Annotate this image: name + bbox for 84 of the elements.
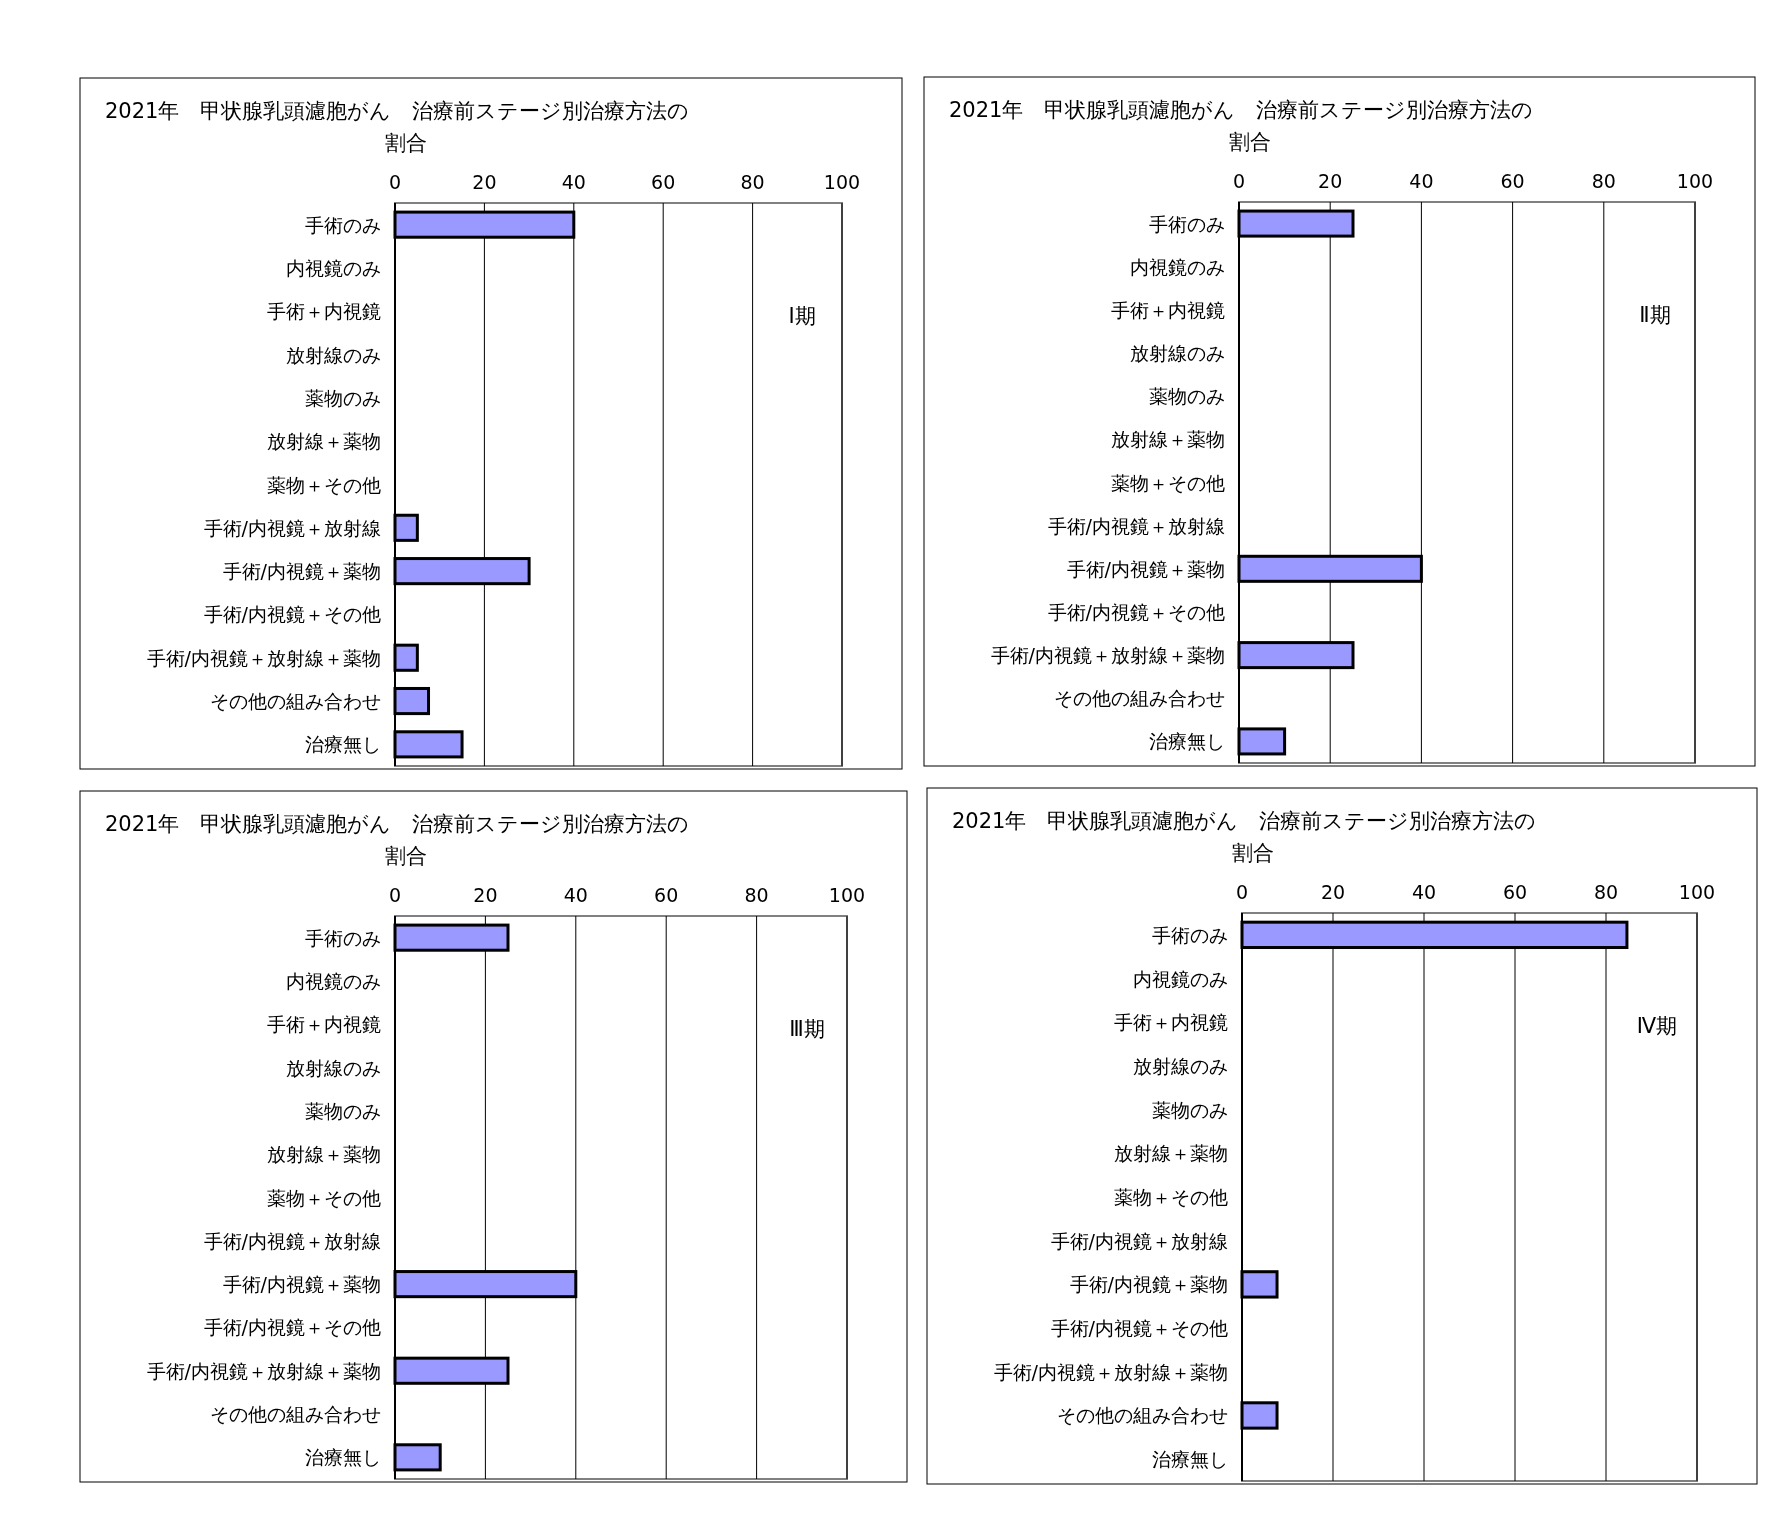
annotation: Ⅳ期 (1636, 1014, 1678, 1038)
y-tick-label: 手術/内視鏡＋その他 (1050, 1317, 1228, 1340)
x-tick-label: 100 (1678, 881, 1716, 903)
y-tick-label: 手術/内視鏡＋その他 (203, 603, 381, 626)
y-tick-label: 放射線＋薬物 (267, 1143, 381, 1166)
x-tick-label: 100 (1676, 170, 1714, 192)
y-tick-label: 手術/内視鏡＋放射線＋薬物 (993, 1360, 1228, 1383)
y-tick-label: 手術＋内視鏡 (1111, 298, 1225, 321)
y-tick-label: 内視鏡のみ (286, 256, 381, 279)
y-tick-label: 手術＋内視鏡 (267, 1013, 381, 1036)
x-tick-label: 0 (1235, 881, 1249, 903)
y-tick-label: 手術/内視鏡＋薬物 (1066, 557, 1225, 580)
y-tick-label: 薬物＋その他 (267, 473, 381, 496)
y-tick-label: 放射線＋薬物 (1111, 428, 1225, 451)
y-tick-label: 薬物のみ (1149, 385, 1225, 408)
x-tick-label: 20 (1320, 881, 1346, 903)
y-tick-label: 手術/内視鏡＋その他 (203, 1316, 381, 1339)
y-tick-label: 内視鏡のみ (286, 969, 381, 992)
y-tick-label: 薬物のみ (305, 1099, 381, 1122)
x-tick-label: 60 (1500, 170, 1525, 192)
x-tick-label: 80 (740, 171, 765, 193)
y-tick-label: 手術/内視鏡＋薬物 (222, 1273, 381, 1296)
y-tick-label: 放射線のみ (286, 343, 381, 366)
y-tick-label: 手術のみ (1152, 923, 1228, 946)
y-tick-label: 治療無し (1149, 730, 1225, 753)
x-tick-label: 60 (1502, 881, 1528, 903)
x-tick-label: 80 (744, 884, 769, 906)
y-tick-label: 手術/内視鏡＋放射線 (1047, 514, 1225, 537)
y-tick-label: 手術/内視鏡＋放射線＋薬物 (146, 1359, 381, 1382)
y-tick-label: 手術/内視鏡＋放射線 (203, 516, 381, 539)
annotation: Ⅰ期 (788, 304, 816, 328)
y-tick-label: 薬物＋その他 (1111, 471, 1225, 494)
chart-title: 2021年 甲状腺乳頭濾胞がん 治療前ステージ別治療方法の割合 (952, 809, 1537, 865)
y-tick-label: 放射線のみ (1130, 342, 1225, 365)
x-tick-label: 0 (1232, 170, 1246, 192)
x-tick-label: 60 (651, 171, 676, 193)
y-tick-label: その他の組み合わせ (1054, 687, 1225, 710)
x-tick-label: 20 (473, 884, 498, 906)
x-tick-label: 40 (1409, 170, 1434, 192)
y-tick-label: 放射線＋薬物 (1114, 1142, 1228, 1165)
y-tick-label: 放射線のみ (1133, 1054, 1228, 1077)
y-tick-label: 放射線のみ (286, 1056, 381, 1079)
y-tick-label: 手術/内視鏡＋放射線 (1050, 1229, 1228, 1252)
x-tick-label: 100 (828, 884, 866, 906)
y-tick-label: その他の組み合わせ (210, 1403, 381, 1426)
y-tick-label: 手術/内視鏡＋放射線＋薬物 (146, 646, 381, 669)
y-tick-label: 手術/内視鏡＋放射線＋薬物 (990, 644, 1225, 667)
annotation: Ⅲ期 (789, 1017, 825, 1041)
x-tick-label: 40 (563, 884, 588, 906)
x-tick-label: 80 (1591, 170, 1616, 192)
x-tick-label: 0 (388, 171, 402, 193)
y-tick-label: 治療無し (305, 1446, 381, 1469)
y-tick-label: 手術のみ (305, 926, 381, 949)
chart-title: 2021年 甲状腺乳頭濾胞がん 治療前ステージ別治療方法の割合 (949, 98, 1534, 154)
y-tick-label: 薬物のみ (305, 386, 381, 409)
y-tick-label: 手術＋内視鏡 (267, 300, 381, 323)
x-tick-label: 40 (1411, 881, 1437, 903)
x-tick-label: 0 (388, 884, 402, 906)
chart-title: 2021年 甲状腺乳頭濾胞がん 治療前ステージ別治療方法の割合 (105, 812, 690, 868)
x-tick-label: 20 (472, 171, 497, 193)
y-tick-label: 手術/内視鏡＋放射線 (203, 1229, 381, 1252)
x-tick-label: 20 (1318, 170, 1343, 192)
x-tick-label: 60 (654, 884, 679, 906)
y-tick-label: 内視鏡のみ (1133, 967, 1228, 990)
y-tick-label: その他の組み合わせ (1057, 1404, 1228, 1427)
y-tick-label: 手術/内視鏡＋薬物 (222, 560, 381, 583)
y-tick-label: 手術のみ (1149, 212, 1225, 235)
y-tick-label: 薬物＋その他 (267, 1186, 381, 1209)
x-tick-label: 80 (1593, 881, 1619, 903)
annotation: Ⅱ期 (1639, 303, 1671, 327)
y-tick-label: 手術/内視鏡＋薬物 (1069, 1273, 1228, 1296)
x-tick-label: 100 (823, 171, 861, 193)
y-tick-label: 内視鏡のみ (1130, 255, 1225, 278)
y-tick-label: 手術＋内視鏡 (1114, 1011, 1228, 1034)
y-tick-label: 治療無し (1152, 1448, 1228, 1471)
y-tick-label: 手術/内視鏡＋その他 (1047, 600, 1225, 623)
y-tick-label: 薬物＋その他 (1114, 1186, 1228, 1208)
x-tick-label: 40 (561, 171, 586, 193)
y-tick-label: 治療無し (305, 733, 381, 756)
y-tick-label: 手術のみ (305, 213, 381, 236)
y-tick-label: 放射線＋薬物 (267, 430, 381, 453)
y-tick-label: 薬物のみ (1152, 1098, 1228, 1121)
y-tick-label: その他の組み合わせ (210, 690, 381, 713)
chart-title: 2021年 甲状腺乳頭濾胞がん 治療前ステージ別治療方法の割合 (105, 99, 690, 155)
